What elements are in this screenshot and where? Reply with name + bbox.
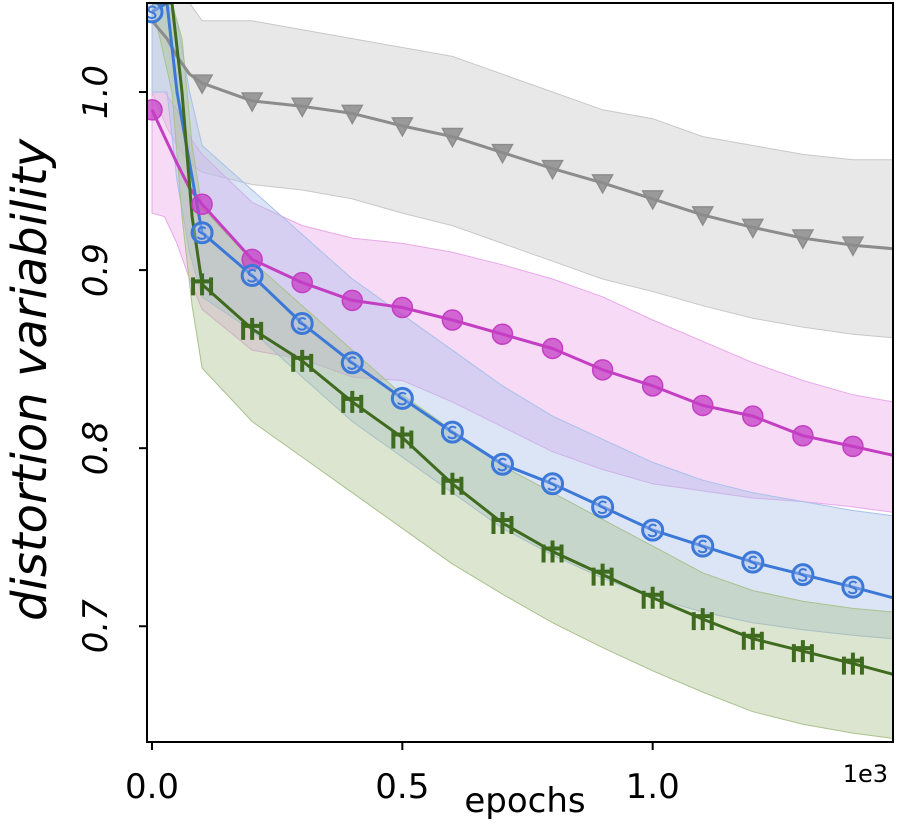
triangle-marker [391,117,414,138]
plot-frame [146,2,894,743]
triangle-marker [491,143,514,165]
s-glyph [797,568,808,582]
s-glyph [297,317,307,331]
trident-marker [741,627,764,650]
circle-marker [147,99,163,121]
s-glyph [397,391,407,406]
circle-marker [792,424,814,447]
y-tick-label: 1.0 [76,65,116,119]
series-markers-3 [191,273,864,675]
series-markers-0 [190,74,865,257]
x-tick-label: 0.5 [375,767,429,807]
circle-marker [341,289,364,312]
confidence-band-0 [151,3,893,339]
circle-marker [691,394,714,417]
triangle-marker [791,229,815,250]
circle-marker [491,323,514,345]
series-markers-2 [147,3,865,599]
trident-marker [291,349,314,372]
s-glyph [347,356,357,370]
x-axis-label: epochs [464,781,585,821]
s-glyph [197,226,207,240]
y-tick-label: 0.8 [76,421,116,475]
trident-marker [641,586,664,609]
y-tick-label: 0.9 [76,243,116,297]
triangle-marker [541,159,564,181]
trident-marker [341,390,364,413]
s-glyph [147,5,157,19]
s-glyph [597,500,607,515]
triangle-marker [240,92,264,113]
circle-marker [641,375,664,397]
trident-marker [241,317,264,340]
trident-marker [841,652,864,675]
s-glyph [847,580,858,595]
s-glyph [497,457,507,472]
triangle-marker [190,74,214,95]
triangle-marker [741,218,765,239]
confidence-bands [151,3,893,739]
x-axis-ticks: 0.0 0.5 1.0 [125,742,680,807]
trident-marker [491,511,514,534]
circle-marker [391,296,414,319]
s-glyph [747,555,758,570]
circle-marker [591,359,614,381]
circle-marker [742,405,764,427]
y-axis-label: distortion variability [2,138,58,621]
s-glyph [647,523,658,538]
trident-marker [791,640,814,663]
circle-marker [191,193,213,215]
trident-marker [541,540,564,563]
triangle-marker [841,236,865,257]
circle-marker [842,435,864,458]
triangle-marker [441,127,464,149]
circle-marker [541,337,564,360]
s-glyph [697,539,708,554]
s-glyph [447,425,457,440]
circle-marker [441,309,464,331]
trident-marker [591,563,614,586]
y-tick-label: 0.7 [76,599,116,653]
triangle-marker [591,174,614,195]
x-tick-label: 0.0 [125,767,179,807]
x-offset-label: 1e3 [843,760,888,788]
triangle-marker [341,104,364,125]
triangle-marker [290,97,314,118]
y-axis-ticks: 0.7 0.8 0.9 1.0 [76,65,147,653]
trident-marker [691,608,714,631]
trident-marker [441,472,464,495]
x-tick-label: 1.0 [626,767,680,807]
confidence-band-3 [151,3,893,739]
series-markers [147,3,865,675]
s-glyph [247,269,257,283]
triangle-marker [691,206,715,227]
trident-marker [391,426,414,449]
trident-marker [191,273,214,296]
s-glyph [547,477,557,491]
triangle-marker [641,190,664,211]
circle-marker [291,271,313,294]
